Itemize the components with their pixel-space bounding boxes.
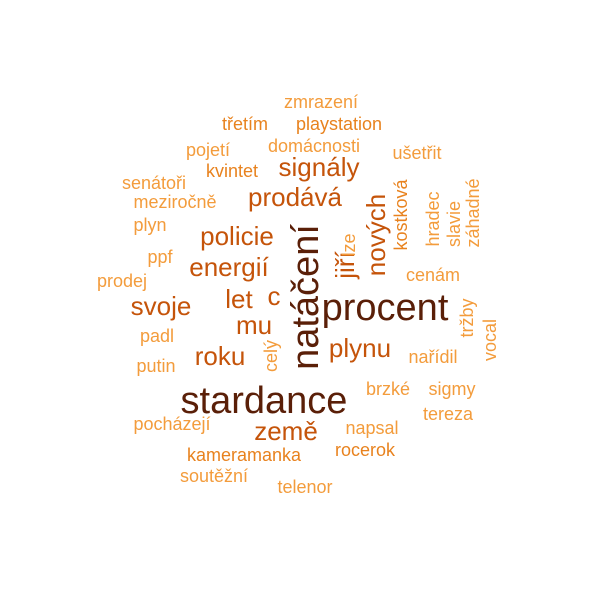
word-playstation: playstation	[295, 114, 383, 134]
word-kostkova: kostková	[391, 179, 411, 251]
word-mezirocne: meziročně	[133, 192, 217, 212]
word-sigmy: sigmy	[428, 379, 476, 399]
word-pojeti: pojetí	[185, 140, 231, 160]
word-telenor: telenor	[277, 477, 333, 497]
word-cely: celý	[261, 339, 281, 373]
word-policie: policie	[200, 221, 274, 251]
word-c: c	[267, 281, 281, 311]
word-senatori: senátoři	[121, 173, 187, 193]
word-novych: nových	[361, 193, 391, 277]
word-energii: energií	[189, 252, 269, 282]
word-prodava: prodává	[248, 182, 342, 212]
word-lze: lze	[339, 233, 359, 257]
word-padl: padl	[139, 326, 175, 346]
word-plyn: plyn	[133, 215, 167, 235]
word-mu: mu	[235, 310, 273, 340]
word-plynu: plynu	[328, 333, 392, 363]
word-stardance: stardance	[180, 380, 348, 422]
word-zahadne: záhadné	[463, 178, 483, 248]
word-narizdil: nařídil	[408, 347, 458, 367]
word-hradec: hradec	[423, 191, 443, 247]
word-tretim: třetím	[221, 114, 269, 134]
word-ppf: ppf	[147, 247, 173, 267]
word-pochazeji: pocházejí	[133, 414, 211, 434]
word-napsal: napsal	[345, 418, 399, 438]
word-cenam: cenám	[405, 265, 461, 285]
word-nataceni: natáčení	[285, 224, 327, 370]
word-slavie: slavie	[444, 200, 464, 248]
word-prodej: prodej	[96, 271, 148, 291]
word-brzke: brzké	[365, 379, 411, 399]
word-tereza: tereza	[422, 404, 474, 424]
word-putin: putin	[136, 356, 176, 376]
word-vocal: vocal	[480, 318, 500, 362]
word-soutezni: soutěžní	[179, 466, 249, 486]
word-roku: roku	[194, 341, 246, 371]
word-zmrazeni: zmrazení	[283, 92, 359, 112]
word-domacnosti: domácnosti	[267, 136, 361, 156]
word-svoje: svoje	[130, 291, 192, 321]
word-usetrit: ušetřit	[392, 143, 442, 163]
word-trzby: tržby	[457, 298, 477, 338]
word-kvintet: kvintet	[205, 161, 259, 181]
word-rocerok: rocerok	[334, 440, 396, 460]
word-let: let	[225, 284, 253, 314]
word-zeme: země	[254, 416, 318, 446]
word-signaly: signály	[278, 152, 360, 182]
word-procent: procent	[321, 287, 449, 329]
word-kameramanka: kameramanka	[186, 445, 302, 465]
